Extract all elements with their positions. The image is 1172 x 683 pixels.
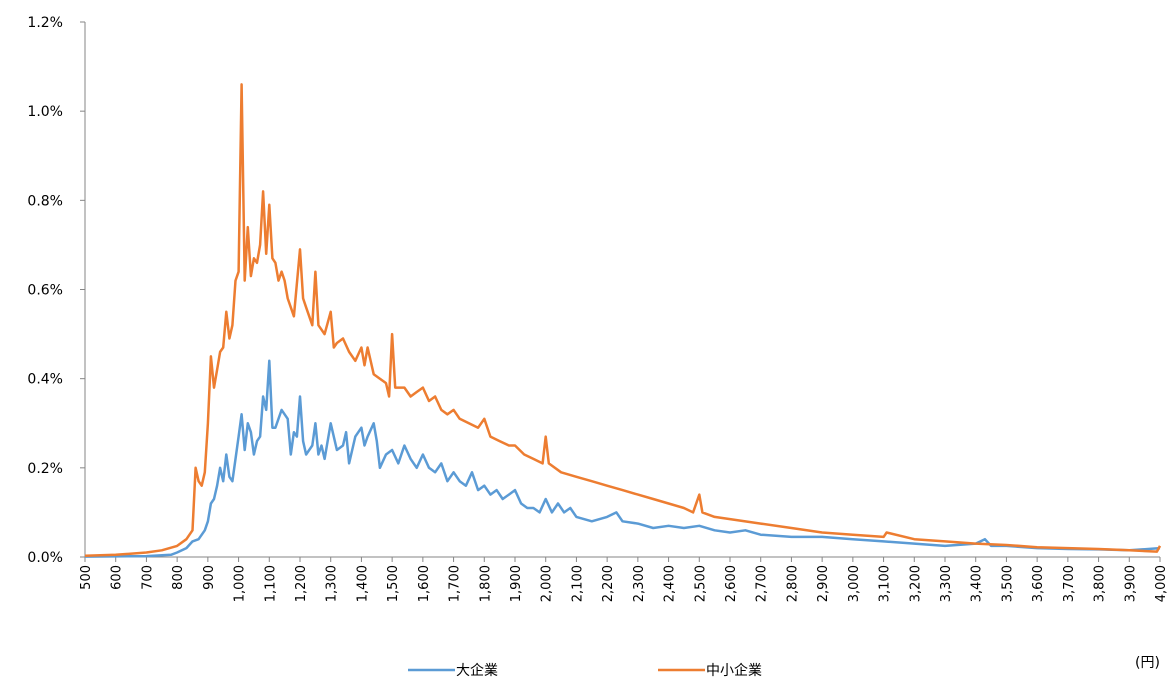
x-tick-label: 1,600	[417, 565, 432, 602]
x-tick-label: 3,300	[939, 565, 954, 602]
x-tick-label: 1,800	[478, 565, 493, 602]
x-tick-label: 2,400	[663, 565, 678, 602]
x-tick-label: 3,900	[1123, 565, 1138, 602]
x-tick-label: 3,600	[1031, 565, 1046, 602]
legend-label: 大企業	[456, 662, 498, 679]
y-tick-label: 0.6%	[27, 283, 63, 299]
x-tick-label: 1,500	[386, 565, 401, 602]
series-line-2	[84, 83, 1162, 557]
legend: 大企業 中小企業	[408, 662, 762, 679]
x-tick-label: 3,500	[1000, 565, 1015, 602]
x-tick-label: 2,700	[755, 565, 770, 602]
x-tick-label: 2,900	[816, 565, 831, 602]
x-tick-label: 600	[110, 565, 125, 590]
x-tick-label: 800	[171, 565, 186, 590]
x-tick-label: 2,000	[540, 565, 555, 602]
x-tick-label: 1,000	[233, 565, 248, 602]
x-unit-label: (円)	[1135, 655, 1160, 671]
x-tick-label: 2,200	[601, 565, 616, 602]
x-tick-label: 1,200	[294, 565, 309, 602]
x-tick-label: 3,100	[878, 565, 893, 602]
legend-label: 中小企業	[706, 662, 762, 679]
y-tick-label: 0.0%	[27, 550, 63, 566]
x-tick-label: 3,400	[970, 565, 985, 602]
x-tick-label: 500	[79, 565, 94, 590]
x-tick-label: 900	[202, 565, 217, 590]
x-tick-label: 1,100	[263, 565, 278, 602]
x-tick-label: 2,600	[724, 565, 739, 602]
y-tick-label: 0.8%	[27, 193, 63, 209]
x-tick-label: 3,700	[1062, 565, 1077, 602]
x-tick-label: 3,200	[908, 565, 923, 602]
y-tick-label: 0.4%	[27, 372, 63, 388]
x-tick-label: 1,300	[325, 565, 340, 602]
y-tick-label: 0.2%	[27, 461, 63, 477]
x-tick-label: 1,700	[448, 565, 463, 602]
x-tick-label: 1,400	[355, 565, 370, 602]
x-tick-label: 3,800	[1093, 565, 1108, 602]
x-tick-label: 2,800	[785, 565, 800, 602]
x-tick-label: 1,900	[509, 565, 524, 602]
x-tick-label: 700	[140, 565, 155, 590]
y-tick-label: 1.0%	[27, 104, 63, 120]
y-tick-label: 1.2%	[27, 15, 63, 31]
x-tick-label: 2,100	[570, 565, 585, 602]
axes: 0.0% 0.2% 0.4% 0.6% 0.8% 1.0% 1.2% 500 600 700 800…	[27, 15, 1169, 602]
series-line-1	[84, 359, 1161, 558]
x-tick-label: 2,300	[632, 565, 647, 602]
x-tick-label: 4,000	[1154, 565, 1169, 602]
series-lines	[84, 83, 1162, 558]
x-tick-label: 2,500	[693, 565, 708, 602]
x-tick-label: 3,000	[847, 565, 862, 602]
